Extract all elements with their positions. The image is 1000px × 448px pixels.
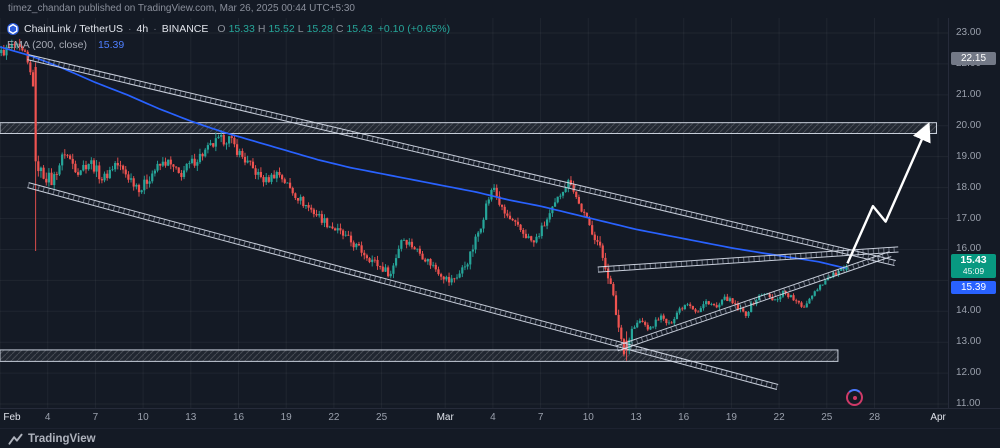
time-tick-label: 22 (328, 412, 340, 423)
price-tick-label: 14.00 (956, 305, 982, 317)
legend-separator: · (128, 23, 132, 35)
tradingview-footer[interactable]: TradingView (8, 430, 96, 448)
open-value: 15.33 (228, 23, 255, 35)
wedge-upper-line[interactable] (597, 246, 899, 273)
attribution-text: timez_chandan published on TradingView.c… (8, 3, 355, 14)
symbol-row[interactable]: ChainLink / TetherUS · 4h · BINANCE O 15… (7, 22, 450, 36)
published-idea-badge-icon (846, 389, 863, 406)
time-tick-label: 19 (725, 412, 737, 423)
indicator-value: 15.39 (97, 39, 125, 51)
time-tick-label: 4 (44, 412, 51, 423)
time-tick-label: 25 (821, 412, 833, 423)
descending-channel-lower-line[interactable] (27, 182, 779, 391)
time-tick-label: 4 (490, 412, 496, 423)
price-tick-label: 21.00 (956, 88, 982, 100)
exchange-label: BINANCE (161, 23, 209, 35)
time-tick-label: 16 (232, 412, 245, 423)
last-price-value: 15.43 (960, 254, 987, 266)
price-tick-label: 17.00 (956, 212, 982, 224)
price-tick-label: 11.00 (956, 398, 981, 410)
time-tick-label: 13 (630, 412, 642, 423)
time-tick-label: 7 (92, 412, 99, 423)
price-tick-label: 16.00 (956, 243, 982, 255)
time-tick-label: Feb (3, 412, 21, 423)
high-price-label: 22.15 (951, 52, 996, 65)
time-tick-label: 13 (185, 412, 197, 423)
descending-channel-upper-line[interactable] (27, 54, 896, 267)
low-label: L (297, 23, 304, 35)
price-tick-label: 12.00 (956, 367, 982, 379)
time-tick-label: 16 (678, 412, 690, 423)
price-chart-canvas[interactable] (0, 18, 948, 408)
open-label: O (217, 23, 226, 35)
price-tick-label: 18.00 (956, 181, 982, 193)
price-tick-label: 19.00 (956, 150, 982, 162)
symbol-title[interactable]: ChainLink / TetherUS (24, 23, 124, 35)
indicator-row[interactable]: EMA (200, close) 15.39 (7, 38, 450, 52)
time-tick-label: 10 (582, 412, 594, 423)
close-value: 15.43 (346, 23, 373, 35)
breakout-arrow[interactable] (846, 122, 931, 264)
interval-label[interactable]: 4h (136, 23, 149, 35)
indicator-name[interactable]: EMA (200, close) (7, 39, 87, 51)
footer-separator (0, 428, 1000, 429)
price-tick-label: 13.00 (956, 336, 982, 348)
high-value: 15.52 (268, 23, 295, 35)
resistance-zone[interactable] (0, 122, 938, 134)
tradingview-logo-icon (8, 433, 23, 445)
time-tick-label: 25 (376, 412, 388, 423)
axis-separator-horizontal (0, 408, 1000, 409)
legend-separator: · (153, 23, 157, 35)
time-tick-label: 22 (773, 412, 785, 423)
ema-200-line[interactable] (0, 46, 846, 270)
ohlc-readout: O 15.33 H 15.52 L 15.28 C 15.43 +0.10 (+… (217, 23, 450, 35)
time-tick-label: Mar (436, 412, 454, 423)
grid-lines (0, 18, 948, 408)
time-tick-label: Apr (930, 412, 946, 423)
time-tick-label: 10 (137, 412, 149, 423)
bar-countdown: 45:09 (962, 266, 985, 276)
support-zone[interactable] (0, 349, 839, 362)
time-tick-label: 19 (280, 412, 292, 423)
change-value: +0.10 (+0.65%) (377, 23, 451, 35)
ema-price-label: 15.39 (951, 281, 996, 294)
chainlink-logo-icon (7, 23, 19, 35)
time-tick-label: 28 (868, 412, 881, 423)
price-axis[interactable]: 22.15 15.43 45:09 15.39 23.0022.0021.002… (949, 18, 1000, 410)
time-axis[interactable]: Feb 4 7 10 13 16 19 22 25 Mar 4 7 10 13 16 19 22 25 28 Apr (0, 409, 948, 427)
wedge-lower-line[interactable] (615, 251, 892, 352)
axis-separator-vertical (948, 18, 949, 409)
time-tick-label: 7 (537, 412, 544, 423)
last-price-label: 15.43 45:09 (951, 254, 996, 278)
high-label: H (257, 23, 266, 35)
close-label: C (335, 23, 344, 35)
tradingview-brand-text: TradingView (28, 433, 96, 445)
price-tick-label: 20.00 (956, 119, 982, 131)
low-value: 15.28 (306, 23, 333, 35)
chart-legend: ChainLink / TetherUS · 4h · BINANCE O 15… (7, 22, 450, 54)
price-tick-label: 23.00 (956, 27, 982, 38)
